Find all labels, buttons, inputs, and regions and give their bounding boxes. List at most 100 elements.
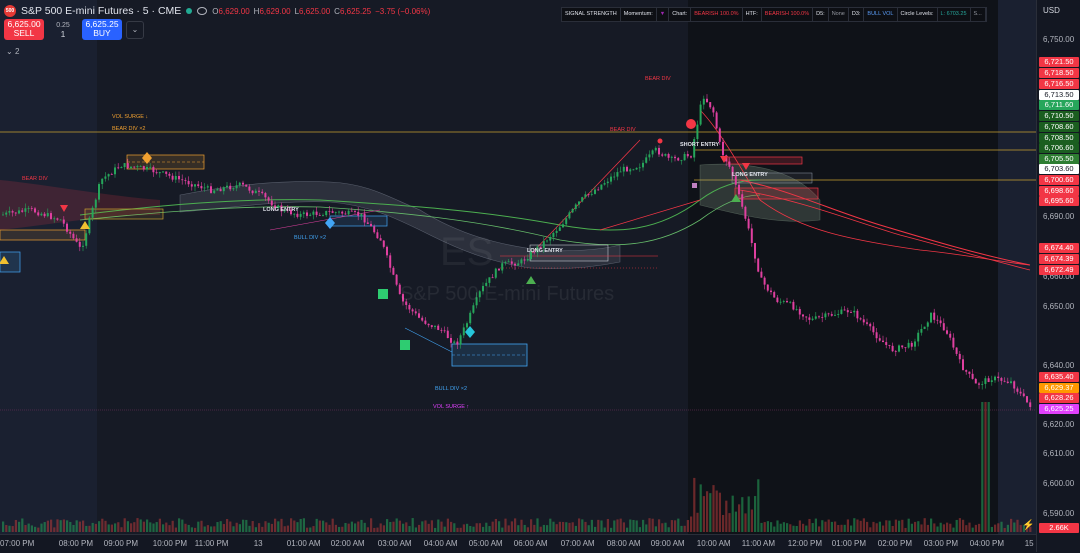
bear-cloud bbox=[0, 180, 160, 230]
price-tag: 6,629.37 bbox=[1039, 383, 1079, 393]
time-tick-label: 02:00 PM bbox=[877, 539, 913, 548]
bear-marker bbox=[60, 205, 68, 212]
volume-bar bbox=[683, 525, 686, 532]
chart-area[interactable]: ES S&P 500 E-mini Futures BEAR DIV VOL S… bbox=[0, 0, 1036, 534]
volume-bar bbox=[990, 526, 993, 532]
candle-body bbox=[562, 224, 564, 228]
volume-bar bbox=[261, 526, 264, 532]
time-tick-label: 09:00 AM bbox=[650, 539, 685, 548]
buy-button[interactable]: 6,625.25 BUY bbox=[82, 19, 122, 40]
chart-title[interactable]: S&P 500 E-mini Futures · 5 · CME bbox=[21, 5, 182, 17]
time-tick-label: 01:00 AM bbox=[286, 539, 321, 548]
volume-bar bbox=[309, 527, 312, 532]
candle-body bbox=[162, 171, 164, 173]
volume-bar bbox=[155, 522, 158, 532]
candle-body bbox=[91, 207, 94, 218]
volume-bar bbox=[629, 519, 632, 532]
candle-body bbox=[142, 166, 145, 170]
volume-bar bbox=[558, 521, 561, 532]
candle-body bbox=[514, 263, 516, 266]
candle-body bbox=[754, 243, 756, 259]
volume-bar bbox=[322, 520, 325, 532]
volume-bar bbox=[507, 525, 510, 532]
volume-bar bbox=[424, 520, 427, 532]
volume-bar bbox=[331, 518, 334, 532]
volume-bar bbox=[296, 522, 299, 532]
time-axis[interactable]: 07:00 PM 08:00 PM 09:00 PM 10:00 PM 11:00 PM… bbox=[0, 534, 1036, 553]
candle-body bbox=[37, 212, 40, 216]
volume-bar bbox=[747, 496, 750, 532]
volume-bar bbox=[120, 527, 123, 532]
candle-body bbox=[693, 139, 696, 158]
volume-bar bbox=[814, 518, 817, 532]
ma-red bbox=[699, 109, 1031, 266]
candle-body bbox=[629, 169, 632, 172]
volume-bar bbox=[421, 521, 424, 532]
candle-body bbox=[411, 309, 414, 312]
volume-bar bbox=[776, 520, 779, 532]
quantity-field[interactable]: 0.25 1 bbox=[56, 21, 70, 39]
div-line bbox=[269, 209, 381, 231]
price-tag: 6,721.50 bbox=[1039, 57, 1079, 67]
candle-body bbox=[213, 190, 216, 193]
volume-bars bbox=[2, 402, 1032, 532]
time-tick-label: 04:00 PM bbox=[969, 539, 1005, 548]
volume-bar bbox=[1029, 526, 1032, 532]
candle-body bbox=[110, 174, 113, 175]
candle-body bbox=[392, 267, 395, 275]
price-axis[interactable]: USD 6,750.006,690.006,670.006,660.006,65… bbox=[1036, 0, 1080, 552]
volume-bar bbox=[853, 518, 856, 532]
volume-bar bbox=[75, 520, 78, 532]
candle-body bbox=[587, 194, 590, 196]
candle-body bbox=[443, 330, 446, 332]
currency-label[interactable]: USD bbox=[1043, 6, 1060, 15]
candle-body bbox=[782, 301, 785, 302]
lightning-icon[interactable]: ⚡ bbox=[1022, 520, 1035, 531]
volume-bar bbox=[488, 526, 491, 532]
candle-body bbox=[30, 208, 33, 209]
volume-bar bbox=[94, 523, 97, 532]
candle-body bbox=[738, 184, 740, 195]
volume-bar bbox=[66, 520, 69, 532]
volume-bar bbox=[59, 520, 62, 532]
candle-body bbox=[974, 378, 977, 384]
candle-body bbox=[232, 188, 235, 190]
volume-bar bbox=[546, 525, 549, 532]
price-chart[interactable] bbox=[0, 0, 1036, 534]
candle-body bbox=[344, 213, 347, 215]
sell-button[interactable]: 6,625.00 SELL bbox=[4, 19, 44, 40]
price-tag: 6,635.40 bbox=[1039, 372, 1079, 382]
candle-body bbox=[546, 240, 548, 242]
chevron-down-icon[interactable]: ⌄ bbox=[126, 20, 144, 39]
candle-body bbox=[382, 240, 385, 247]
candle-body bbox=[485, 282, 488, 286]
candle-body bbox=[533, 251, 536, 253]
volume-bar bbox=[597, 519, 600, 532]
volume-bar bbox=[978, 523, 981, 532]
volume-bar bbox=[779, 523, 782, 532]
indicators-toggle[interactable]: ⌄ 2 bbox=[6, 47, 20, 56]
bear-div-label: BEAR DIV bbox=[645, 76, 671, 82]
volume-bar bbox=[661, 523, 664, 532]
candle-body bbox=[414, 311, 417, 314]
candle-body bbox=[328, 210, 331, 212]
candle-body bbox=[802, 314, 804, 317]
candle-body bbox=[610, 176, 612, 182]
volume-bar bbox=[267, 522, 270, 532]
volume-bar bbox=[578, 518, 581, 532]
volume-bar bbox=[251, 521, 254, 532]
volume-bar bbox=[613, 520, 616, 532]
volume-bar bbox=[725, 500, 728, 532]
candle-body bbox=[264, 193, 267, 198]
candle-body bbox=[459, 335, 462, 345]
volume-bar bbox=[139, 519, 142, 532]
volume-bar bbox=[712, 485, 715, 532]
price-tag: 6,706.60 bbox=[1039, 143, 1079, 153]
volume-bar bbox=[37, 527, 40, 532]
volume-bar bbox=[338, 526, 341, 532]
candle-body bbox=[626, 166, 628, 172]
time-tick-label: 11:00 AM bbox=[741, 539, 776, 548]
eye-icon[interactable] bbox=[197, 7, 208, 15]
volume-bar bbox=[914, 521, 917, 532]
symbol-logo[interactable]: 500 bbox=[4, 5, 16, 17]
